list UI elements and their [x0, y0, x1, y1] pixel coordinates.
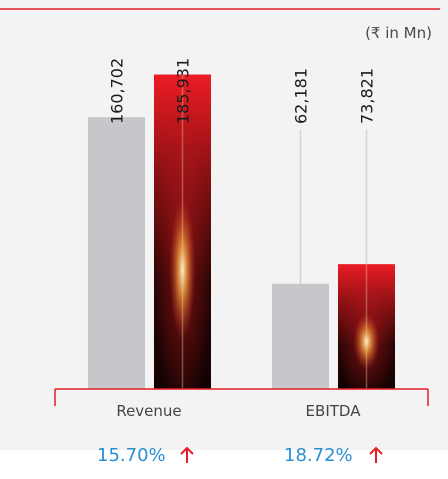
- growth-ebitda: 18.72%: [284, 445, 353, 466]
- value-label-ebitda-1: 62,181: [292, 68, 311, 124]
- bar-ebitda-1: [272, 284, 329, 389]
- category-label-revenue: Revenue: [116, 402, 181, 420]
- growth-revenue: 15.70%: [97, 445, 166, 466]
- bar-revenue-1: [88, 117, 145, 389]
- value-label-revenue-2: 185,931: [174, 58, 193, 124]
- value-label-revenue-1: 160,702: [108, 58, 127, 124]
- category-label-ebitda: EBITDA: [306, 402, 362, 420]
- bottom-white-band: [0, 450, 448, 479]
- unit-note: (₹ in Mn): [365, 24, 432, 42]
- value-label-ebitda-2: 73,821: [358, 68, 377, 124]
